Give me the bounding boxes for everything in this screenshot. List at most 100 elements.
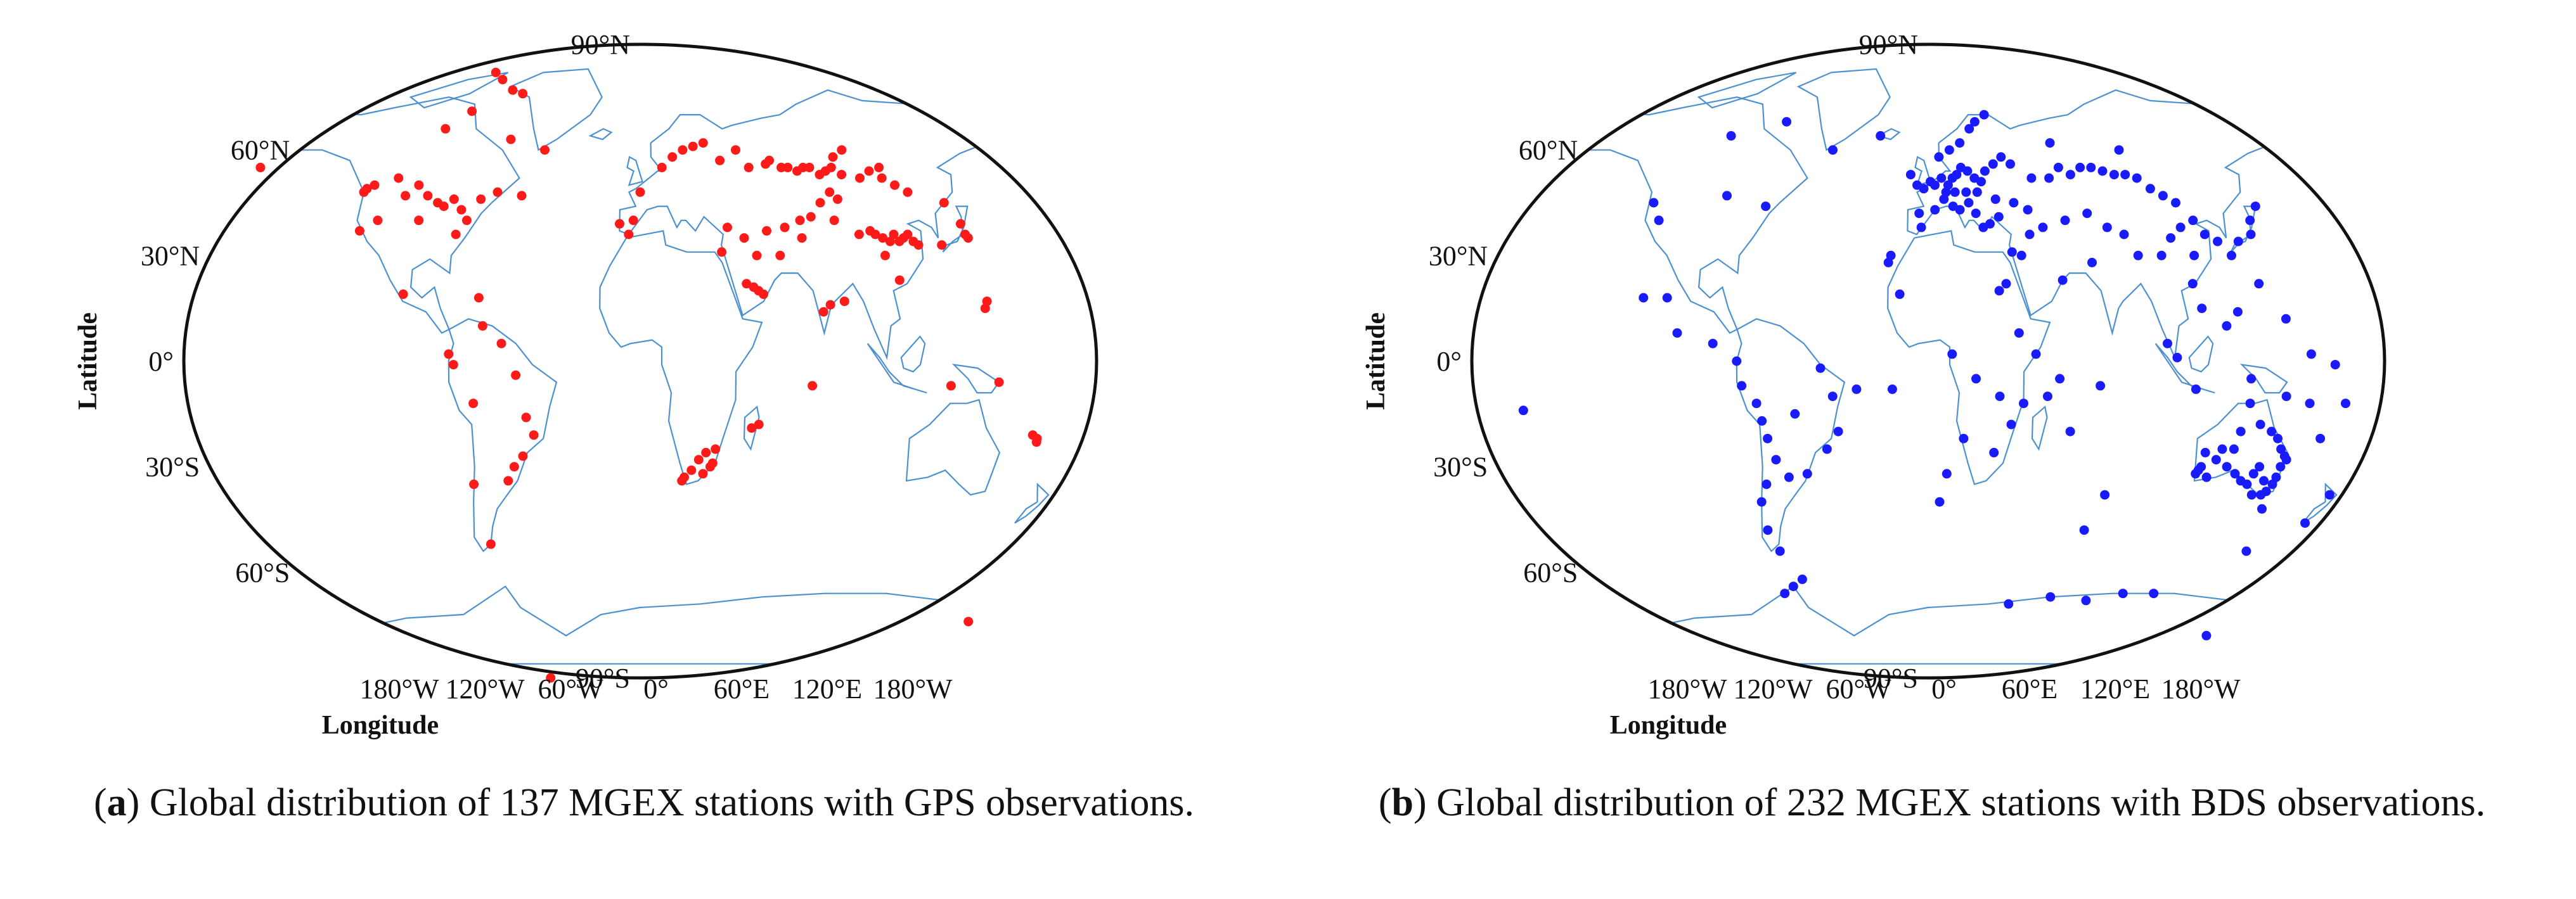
station-marker [2315, 433, 2326, 443]
station-marker [701, 447, 711, 457]
station-marker [963, 233, 973, 243]
station-marker [498, 75, 508, 85]
station-marker [496, 338, 506, 348]
station-marker [2197, 303, 2207, 314]
lat-tick-label: 30°N [141, 240, 200, 271]
station-marker [1950, 187, 1960, 197]
station-marker [2271, 472, 2281, 482]
station-marker [2082, 208, 2092, 219]
coastline-greenland [508, 68, 603, 151]
station-marker [2222, 321, 2232, 331]
station-marker [2273, 433, 2283, 443]
station-markers [1518, 110, 2350, 641]
station-marker [1964, 124, 1974, 134]
station-marker [903, 229, 913, 239]
station-marker [2086, 162, 2096, 172]
station-marker [255, 162, 266, 172]
station-marker [1985, 219, 1995, 229]
station-marker [518, 89, 528, 99]
station-marker [2250, 201, 2260, 212]
station-marker [2188, 215, 2198, 226]
station-marker [963, 616, 974, 627]
station-marker [764, 155, 775, 165]
station-marker [1971, 374, 1981, 384]
station-marker [913, 240, 924, 250]
station-marker [2004, 599, 2014, 609]
station-marker [1828, 145, 1838, 155]
station-marker [506, 134, 516, 144]
station-marker [1815, 363, 1826, 373]
lat-tick-label: 30°N [1429, 240, 1488, 271]
station-marker [2132, 173, 2142, 183]
coastline-japan [942, 205, 969, 253]
station-marker [2042, 392, 2052, 402]
station-marker [1996, 152, 2006, 162]
station-markers [255, 67, 1042, 683]
station-marker [354, 226, 364, 236]
station-marker [359, 187, 369, 197]
station-marker [1961, 187, 1971, 197]
station-marker [2245, 215, 2255, 226]
station-marker [946, 381, 956, 391]
coastline-iceland [1876, 128, 1901, 141]
lon-tick-label: 120°E [792, 673, 862, 705]
station-marker [2009, 198, 2019, 208]
station-marker [1886, 250, 1896, 260]
station-marker [2281, 314, 2291, 324]
panel-a: 90°N 60°N 30°N 0° 30°S 60°S 90°S 180°W 120°W 60°W… [74, 29, 1194, 824]
station-marker [874, 162, 884, 172]
station-marker [2014, 328, 2024, 338]
station-marker [2229, 444, 2239, 454]
coastline-borneo [2188, 335, 2214, 373]
station-marker [739, 233, 749, 243]
lat-tick-label: 60°N [1519, 135, 1578, 166]
station-marker [2211, 455, 2221, 465]
lat-tick-label: 30°S [1433, 452, 1488, 483]
lat-tick-label: 90°N [571, 29, 630, 60]
station-marker [1797, 574, 1807, 584]
station-marker [698, 138, 708, 148]
station-marker [2023, 205, 2033, 215]
station-marker [2001, 279, 2011, 289]
station-marker [837, 145, 847, 155]
station-marker [2255, 462, 2265, 472]
coastline-greenland [1796, 68, 1891, 151]
station-marker [1032, 433, 1042, 443]
station-marker [2075, 162, 2085, 172]
station-marker [797, 233, 807, 243]
station-marker [468, 398, 479, 409]
station-marker [2119, 229, 2129, 239]
coastline-borneo [900, 335, 926, 373]
coastline-britain [626, 156, 643, 186]
station-marker [476, 194, 486, 204]
station-marker [469, 479, 479, 489]
station-marker [1662, 293, 1672, 303]
station-marker [1980, 166, 1990, 176]
station-marker [1919, 184, 1929, 194]
station-marker [1756, 497, 1767, 507]
lat-tick-label: 30°S [145, 452, 200, 483]
station-marker [2102, 222, 2112, 233]
station-marker [414, 215, 424, 226]
station-marker [2246, 490, 2257, 500]
station-marker [456, 205, 467, 215]
coastline-madagascar [2031, 405, 2048, 451]
station-marker [2306, 349, 2316, 359]
station-marker [776, 162, 786, 172]
station-marker [2341, 398, 2350, 409]
station-marker [698, 469, 708, 479]
station-marker [1784, 472, 1794, 482]
station-marker [493, 187, 503, 197]
station-marker [615, 219, 624, 229]
station-marker [686, 465, 697, 475]
coastline-africa [1887, 230, 2051, 485]
station-marker [441, 124, 451, 134]
station-marker [2096, 381, 2106, 391]
station-marker [373, 215, 383, 226]
station-marker [2172, 352, 2182, 362]
station-marker [2081, 596, 2091, 606]
lon-tick-label: 0° [1931, 673, 1957, 705]
station-marker [2055, 374, 2065, 384]
station-marker [1971, 208, 1981, 219]
